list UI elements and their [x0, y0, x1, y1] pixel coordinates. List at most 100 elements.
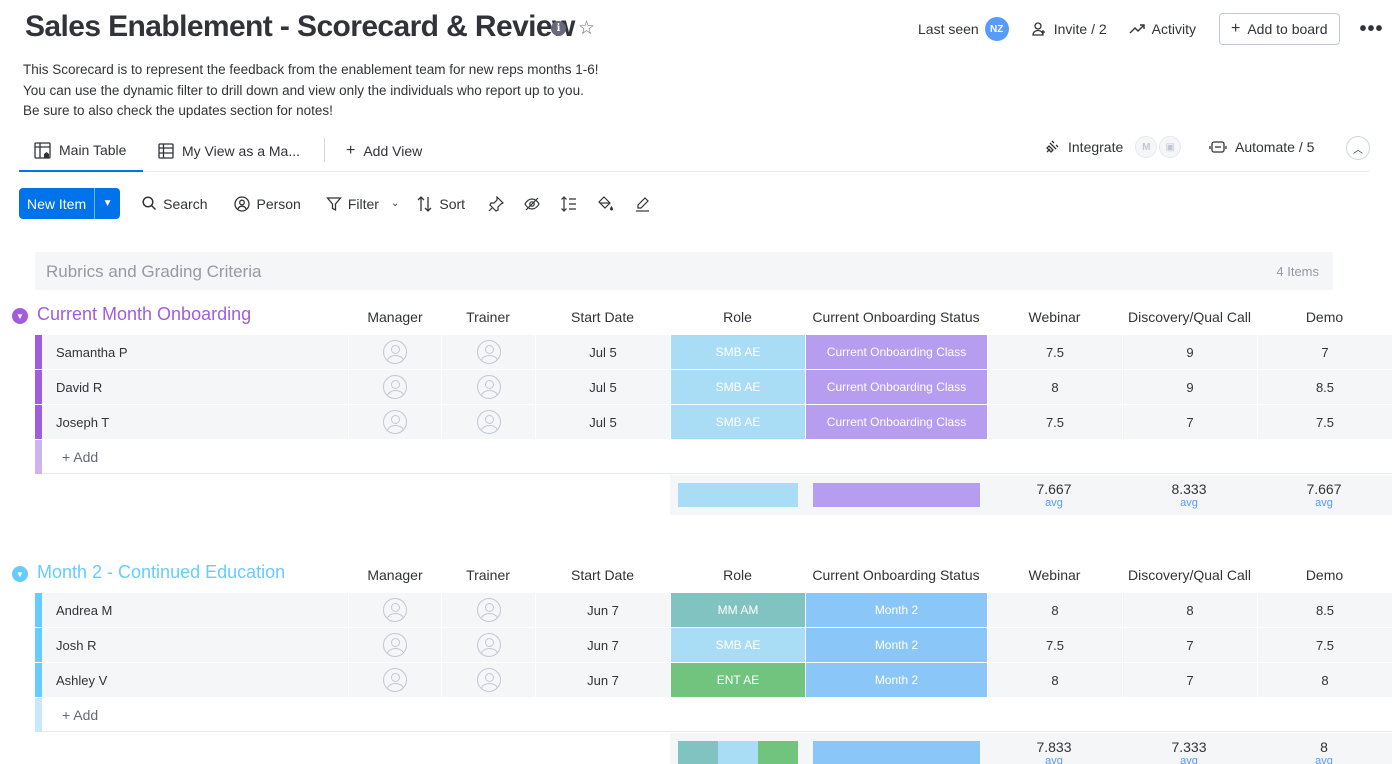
status-summary-bar[interactable]	[813, 741, 980, 764]
person-filter-button[interactable]: Person	[234, 196, 301, 212]
last-seen[interactable]: Last seen NZ	[918, 17, 1009, 41]
column-header-webinar[interactable]: Webinar	[1028, 567, 1081, 583]
color-button[interactable]	[597, 195, 614, 212]
table-row[interactable]: Joseph T Jul 5 SMB AE Current Onboarding Cl…	[35, 405, 1392, 439]
new-item-button[interactable]: New Item ▼	[19, 188, 121, 219]
avatar[interactable]: NZ	[984, 17, 1009, 41]
role-label[interactable]: SMB AE	[670, 335, 805, 369]
activity-button[interactable]: Activity	[1129, 21, 1196, 37]
discovery-score[interactable]: 9	[1122, 370, 1257, 404]
collapse-header-icon[interactable]: ︿	[1346, 136, 1370, 160]
start-date-cell[interactable]: Jul 5	[535, 370, 670, 404]
chevron-down-icon[interactable]: ▼	[12, 308, 28, 324]
item-name[interactable]: David R	[42, 370, 346, 404]
discovery-summary[interactable]: 7.333 avg	[1122, 739, 1256, 764]
start-date-cell[interactable]: Jul 5	[535, 405, 670, 439]
automate-button[interactable]: Automate / 5	[1209, 130, 1314, 164]
column-header-status[interactable]: Current Onboarding Status	[812, 309, 980, 325]
column-header-discovery[interactable]: Discovery/Qual Call	[1128, 309, 1251, 325]
manager-cell[interactable]	[348, 593, 441, 627]
column-header-role[interactable]: Role	[723, 567, 752, 583]
role-label[interactable]: MM AM	[670, 593, 805, 627]
star-icon[interactable]: ☆	[578, 18, 596, 39]
chevron-down-icon[interactable]: ⌄	[390, 198, 400, 209]
manager-cell[interactable]	[348, 663, 441, 697]
row-height-button[interactable]	[560, 195, 577, 212]
manager-cell[interactable]	[348, 405, 441, 439]
search-button[interactable]: Search	[142, 196, 207, 212]
status-label[interactable]: Month 2	[805, 593, 987, 627]
tab-main-table[interactable]: Main Table	[19, 130, 143, 172]
role-summary-bar[interactable]	[678, 741, 798, 764]
demo-score[interactable]: 8.5	[1257, 370, 1392, 404]
demo-score[interactable]: 7.5	[1257, 405, 1392, 439]
filter-button[interactable]: Filter ⌄	[325, 196, 400, 212]
column-header-trainer[interactable]: Trainer	[466, 567, 510, 583]
demo-score[interactable]: 7	[1257, 335, 1392, 369]
column-header-webinar[interactable]: Webinar	[1028, 309, 1081, 325]
group-title[interactable]: Current Month Onboarding	[37, 304, 252, 324]
start-date-cell[interactable]: Jun 7	[535, 663, 670, 697]
status-label[interactable]: Month 2	[805, 628, 987, 662]
column-header-trainer[interactable]: Trainer	[466, 309, 510, 325]
demo-score[interactable]: 8	[1257, 663, 1392, 697]
add-item-row[interactable]: + Add	[35, 440, 1392, 474]
add-to-board-button[interactable]: + Add to board	[1218, 13, 1340, 45]
column-header-demo[interactable]: Demo	[1305, 309, 1344, 325]
discovery-score[interactable]: 8	[1122, 593, 1257, 627]
column-header-demo[interactable]: Demo	[1305, 567, 1344, 583]
trainer-cell[interactable]	[441, 593, 535, 627]
status-label[interactable]: Current Onboarding Class	[805, 335, 987, 369]
trainer-cell[interactable]	[441, 405, 535, 439]
manager-cell[interactable]	[348, 628, 441, 662]
demo-score[interactable]: 7.5	[1257, 628, 1392, 662]
format-button[interactable]	[634, 196, 651, 212]
webinar-summary[interactable]: 7.833 avg	[987, 739, 1121, 764]
manager-cell[interactable]	[348, 335, 441, 369]
status-label[interactable]: Current Onboarding Class	[805, 405, 987, 439]
more-options-icon[interactable]: •••	[1359, 17, 1384, 40]
group-title[interactable]: Rubrics and Grading Criteria	[46, 262, 262, 281]
status-label[interactable]: Current Onboarding Class	[805, 370, 987, 404]
webinar-score[interactable]: 7.5	[987, 628, 1122, 662]
table-row[interactable]: Andrea M Jun 7 MM AM Month 2 8 8 8.5	[35, 593, 1392, 627]
column-header-manager[interactable]: Manager	[367, 309, 423, 325]
webinar-score[interactable]: 8	[987, 663, 1122, 697]
trainer-cell[interactable]	[441, 628, 535, 662]
integrate-button[interactable]: Integrate M ▣	[1044, 130, 1182, 164]
trainer-cell[interactable]	[441, 335, 535, 369]
demo-score[interactable]: 8.5	[1257, 593, 1392, 627]
demo-summary[interactable]: 7.667 avg	[1257, 481, 1391, 509]
add-item-row[interactable]: + Add	[35, 698, 1392, 732]
role-label[interactable]: SMB AE	[670, 628, 805, 662]
role-label[interactable]: SMB AE	[670, 405, 805, 439]
tab-my-view[interactable]: My View as a Ma...	[158, 130, 300, 172]
status-label[interactable]: Month 2	[805, 663, 987, 697]
column-header-start-date[interactable]: Start Date	[570, 309, 635, 325]
webinar-score[interactable]: 8	[987, 370, 1122, 404]
status-summary-bar[interactable]	[813, 483, 980, 507]
role-summary-bar[interactable]	[678, 483, 798, 507]
item-name[interactable]: Ashley V	[42, 663, 346, 697]
hide-button[interactable]	[524, 196, 540, 212]
collapsed-group[interactable]: Rubrics and Grading Criteria 4 Items	[35, 252, 1333, 290]
column-header-role[interactable]: Role	[723, 309, 752, 325]
discovery-score[interactable]: 7	[1122, 405, 1257, 439]
info-icon[interactable]: i	[551, 21, 566, 36]
manager-cell[interactable]	[348, 370, 441, 404]
webinar-score[interactable]: 8	[987, 593, 1122, 627]
discovery-summary[interactable]: 8.333 avg	[1122, 481, 1256, 509]
webinar-score[interactable]: 7.5	[987, 335, 1122, 369]
chevron-down-icon[interactable]: ▼	[12, 566, 28, 582]
column-header-manager[interactable]: Manager	[367, 567, 423, 583]
column-header-status[interactable]: Current Onboarding Status	[812, 567, 980, 583]
trainer-cell[interactable]	[441, 663, 535, 697]
item-name[interactable]: Josh R	[42, 628, 346, 662]
add-item-label[interactable]: + Add	[62, 449, 99, 465]
column-header-discovery[interactable]: Discovery/Qual Call	[1128, 567, 1251, 583]
start-date-cell[interactable]: Jun 7	[535, 593, 670, 627]
column-header-start-date[interactable]: Start Date	[570, 567, 635, 583]
pin-button[interactable]	[488, 195, 505, 212]
webinar-summary[interactable]: 7.667 avg	[987, 481, 1121, 509]
